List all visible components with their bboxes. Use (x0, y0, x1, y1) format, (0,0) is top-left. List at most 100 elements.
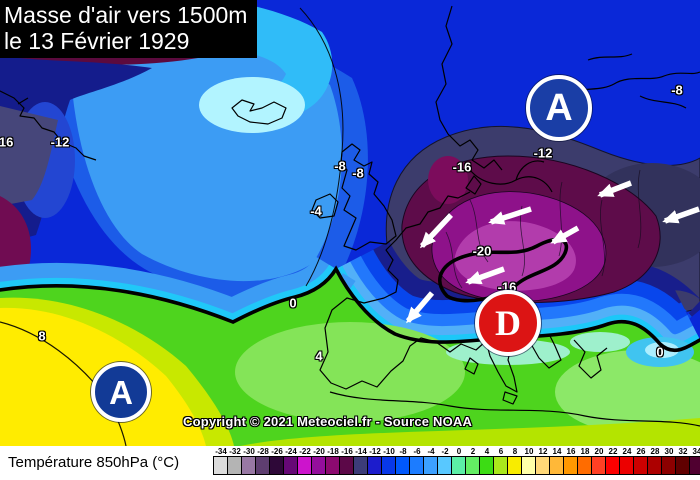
legend-color-box (409, 456, 424, 475)
legend-tick-label: 8 (512, 447, 518, 456)
temperature-label: -4 (310, 203, 322, 219)
legend-color-box (591, 456, 606, 475)
title-line-1: Masse d'air vers 1500m (4, 2, 248, 28)
legend-scale-step: 28 (647, 447, 662, 475)
temperature-label: 0 (656, 344, 664, 360)
legend-scale-step: 24 (619, 447, 634, 475)
legend-tick-label: 34 (692, 447, 700, 456)
wind-arrows (405, 180, 700, 324)
legend-color-box (339, 456, 354, 475)
legend-scale-step: 14 (549, 447, 564, 475)
legend-tick-label: -6 (413, 447, 421, 456)
temperature-label: -8 (671, 82, 683, 98)
legend-color-box (661, 456, 676, 475)
legend-tick-label: -28 (257, 447, 269, 456)
legend-tick-label: 12 (538, 447, 548, 456)
temperature-label: 8 (38, 328, 46, 344)
legend-tick-label: 28 (650, 447, 660, 456)
legend-color-box (241, 456, 256, 475)
legend-scale-step: 26 (633, 447, 648, 475)
legend-color-box (605, 456, 620, 475)
legend-scale-step: 10 (521, 447, 536, 475)
legend-color-box (353, 456, 368, 475)
legend-tick-label: -14 (355, 447, 367, 456)
legend-scale-step: -22 (297, 447, 312, 475)
legend-scale-step: 34 (689, 447, 700, 475)
legend-color-box (423, 456, 438, 475)
legend-color-box (381, 456, 396, 475)
legend-tick-label: -12 (369, 447, 381, 456)
legend-scale-step: -8 (395, 447, 410, 475)
temperature-label: -16 (452, 159, 472, 175)
legend-scale-step: 8 (507, 447, 522, 475)
legend-tick-label: -24 (285, 447, 297, 456)
legend-scale-step: 6 (493, 447, 508, 475)
wind-arrow (419, 213, 454, 249)
legend-color-box (507, 456, 522, 475)
legend-tick-label: -26 (271, 447, 283, 456)
coastlines (0, 5, 700, 427)
legend-tick-label: -18 (327, 447, 339, 456)
title-box: Masse d'air vers 1500m le 13 Février 192… (0, 0, 258, 58)
pressure-center-a-badge: A (91, 362, 151, 422)
legend-tick-label: -32 (229, 447, 241, 456)
legend-color-box (325, 456, 340, 475)
legend-color-box (297, 456, 312, 475)
legend-scale-step: 2 (465, 447, 480, 475)
legend-tick-label: -2 (441, 447, 449, 456)
temperature-label: 0 (289, 295, 297, 311)
temperature-label: -8 (334, 158, 346, 174)
legend-tick-label: 22 (608, 447, 618, 456)
legend-scale-step: 16 (563, 447, 578, 475)
copyright-label: Copyright © 2021 Meteociel.fr - Source N… (183, 414, 473, 429)
legend-color-box (255, 456, 270, 475)
legend-scale: -34 -32 -30 -28 -26 -24 -22 -20 -18 -16 -14 -12 -10-… (213, 447, 700, 475)
wind-arrow (662, 206, 700, 224)
temperature-label: -16 (0, 134, 14, 150)
legend-scale-step: -12 (367, 447, 382, 475)
legend-scale-step: -24 (283, 447, 298, 475)
legend-tick-label: 18 (580, 447, 590, 456)
wind-arrow (597, 180, 632, 198)
legend-color-box (563, 456, 578, 475)
legend-scale-step: -6 (409, 447, 424, 475)
legend-color-box (689, 456, 700, 475)
temperature-label: -20 (472, 243, 492, 259)
legend-scale-step: -28 (255, 447, 270, 475)
legend-tick-label: 32 (678, 447, 688, 456)
legend-scale-step: 20 (591, 447, 606, 475)
legend-color-box (311, 456, 326, 475)
legend-color-box (675, 456, 690, 475)
legend-tick-label: -30 (243, 447, 255, 456)
legend-scale-step: -20 (311, 447, 326, 475)
legend-scale-step: -18 (325, 447, 340, 475)
legend-scale-step: 0 (451, 447, 466, 475)
legend-tick-label: 0 (456, 447, 462, 456)
legend-scale-step: 22 (605, 447, 620, 475)
legend-color-box (479, 456, 494, 475)
legend-color-box (619, 456, 634, 475)
legend-tick-label: 14 (552, 447, 562, 456)
legend-scale-step: -2 (437, 447, 452, 475)
legend-color-box (269, 456, 284, 475)
legend-scale-step: -32 (227, 447, 242, 475)
legend-tick-label: -8 (399, 447, 407, 456)
legend-color-box (535, 456, 550, 475)
legend-tick-label: -34 (215, 447, 227, 456)
legend-scale-step: -34 (213, 447, 228, 475)
legend-tick-label: -22 (299, 447, 311, 456)
legend-color-box (451, 456, 466, 475)
wind-arrow (550, 225, 580, 245)
legend-tick-label: 2 (470, 447, 476, 456)
wind-arrow (405, 291, 435, 324)
legend-scale-step: -16 (339, 447, 354, 475)
legend-color-box (493, 456, 508, 475)
legend-scale-step: 30 (661, 447, 676, 475)
legend-scale-step: -10 (381, 447, 396, 475)
wind-arrow (465, 266, 505, 285)
legend-scale-step: 18 (577, 447, 592, 475)
legend-tick-label: -20 (313, 447, 325, 456)
legend-color-box (213, 456, 228, 475)
legend-color-box (395, 456, 410, 475)
